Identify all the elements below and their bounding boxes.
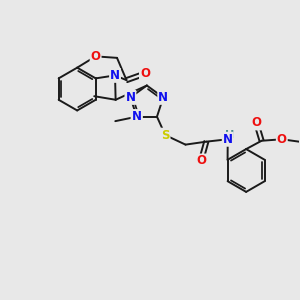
Text: N: N	[110, 69, 120, 82]
Text: N: N	[223, 133, 233, 146]
Text: O: O	[277, 133, 287, 146]
Text: O: O	[196, 154, 206, 167]
Text: N: N	[125, 91, 135, 104]
Text: N: N	[132, 110, 142, 123]
Text: N: N	[158, 91, 168, 104]
Text: N: N	[132, 110, 142, 123]
Text: O: O	[91, 50, 100, 63]
Text: H: H	[225, 130, 235, 140]
Text: S: S	[161, 129, 170, 142]
Text: O: O	[251, 116, 261, 129]
Text: O: O	[140, 67, 150, 80]
